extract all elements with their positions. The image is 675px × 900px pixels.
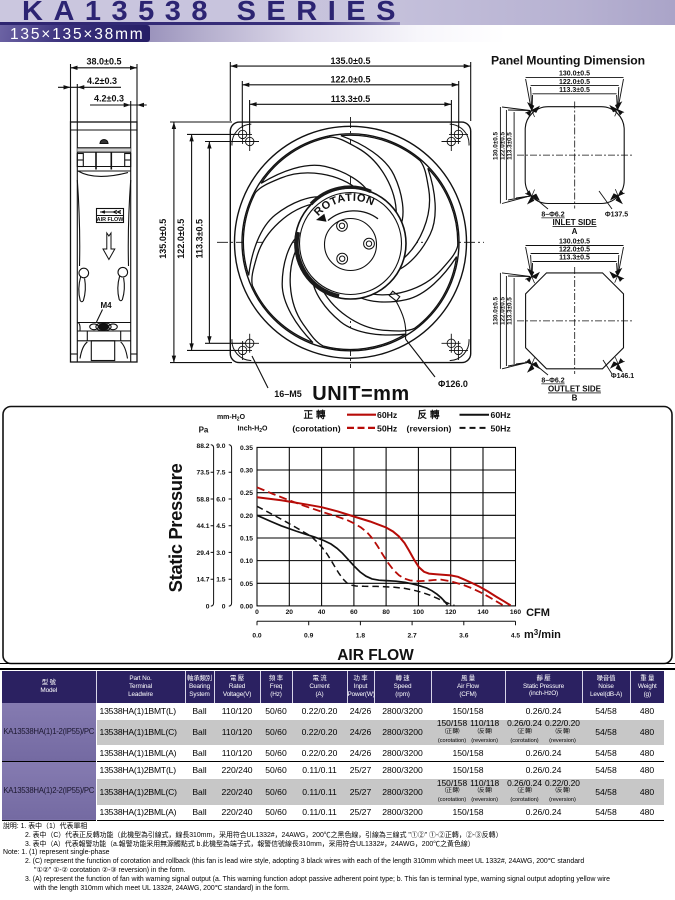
svg-text:Panel Mounting Dimension: Panel Mounting Dimension <box>491 54 645 68</box>
svg-text:50Hz: 50Hz <box>377 424 398 434</box>
svg-text:160: 160 <box>510 609 521 616</box>
svg-text:Φ146.1: Φ146.1 <box>611 373 634 380</box>
svg-text:8–Φ6.2: 8–Φ6.2 <box>541 212 564 219</box>
svg-text:122.0±0.5: 122.0±0.5 <box>499 132 506 160</box>
svg-text:Φ126.0: Φ126.0 <box>438 379 468 389</box>
svg-text:3.0: 3.0 <box>216 550 226 557</box>
svg-text:122.0±0.5: 122.0±0.5 <box>559 79 590 86</box>
svg-text:(corotation): (corotation) <box>292 424 340 434</box>
svg-text:4.5: 4.5 <box>216 523 226 530</box>
svg-text:88.2: 88.2 <box>196 443 209 450</box>
svg-text:130.0±0.5: 130.0±0.5 <box>492 132 499 160</box>
svg-text:2.7: 2.7 <box>407 633 417 640</box>
svg-text:正轉: 正轉 <box>303 409 328 421</box>
svg-text:113.3±0.5: 113.3±0.5 <box>506 132 513 160</box>
svg-text:AIR FLOW: AIR FLOW <box>337 647 414 664</box>
svg-text:130.0±0.5: 130.0±0.5 <box>559 239 590 246</box>
svg-text:73.5: 73.5 <box>196 470 209 477</box>
svg-text:38.0±0.5: 38.0±0.5 <box>87 57 122 67</box>
svg-text:AIR FLOW: AIR FLOW <box>97 217 125 223</box>
svg-text:0.05: 0.05 <box>240 581 253 588</box>
svg-text:7.5: 7.5 <box>216 470 226 477</box>
svg-text:(reversion): (reversion) <box>407 424 452 434</box>
svg-text:INLET SIDE: INLET SIDE <box>552 218 597 227</box>
svg-text:113.3±0.5: 113.3±0.5 <box>506 297 513 325</box>
svg-text:Static Pressure: Static Pressure <box>165 464 186 593</box>
svg-text:反轉: 反轉 <box>417 409 442 421</box>
svg-text:0.15: 0.15 <box>240 536 253 543</box>
svg-text:50Hz: 50Hz <box>491 424 512 434</box>
svg-text:0.00: 0.00 <box>240 603 253 610</box>
svg-text:0.0: 0.0 <box>252 633 262 640</box>
svg-text:0.30: 0.30 <box>240 468 253 475</box>
svg-text:1.8: 1.8 <box>356 633 366 640</box>
svg-text:58.8: 58.8 <box>196 496 209 503</box>
svg-text:1.5: 1.5 <box>216 577 226 584</box>
svg-text:Φ137.5: Φ137.5 <box>605 212 628 219</box>
svg-text:135.0±0.5: 135.0±0.5 <box>158 219 168 259</box>
svg-text:113.3±0.5: 113.3±0.5 <box>331 94 370 104</box>
svg-text:40: 40 <box>318 609 326 616</box>
svg-text:122.0±0.5: 122.0±0.5 <box>559 247 590 254</box>
svg-text:135.0±0.5: 135.0±0.5 <box>331 56 371 66</box>
svg-text:29.4: 29.4 <box>196 550 209 557</box>
svg-text:100: 100 <box>413 609 424 616</box>
svg-text:60Hz: 60Hz <box>377 410 398 420</box>
svg-text:UNIT=mm: UNIT=mm <box>312 383 409 405</box>
svg-text:0.20: 0.20 <box>240 513 253 520</box>
svg-text:0: 0 <box>255 609 259 616</box>
svg-text:113.3±0.5: 113.3±0.5 <box>194 219 204 258</box>
svg-text:60: 60 <box>350 609 358 616</box>
svg-text:80: 80 <box>382 609 390 616</box>
svg-text:122.0±0.5: 122.0±0.5 <box>176 219 186 259</box>
svg-text:Pa: Pa <box>199 426 209 435</box>
svg-text:6.0: 6.0 <box>216 496 226 503</box>
svg-text:20: 20 <box>286 609 294 616</box>
svg-text:60Hz: 60Hz <box>491 410 512 420</box>
svg-text:16–M5: 16–M5 <box>274 389 302 399</box>
svg-text:122.0±0.5: 122.0±0.5 <box>499 297 506 325</box>
svg-text:3.6: 3.6 <box>459 633 469 640</box>
svg-text:140: 140 <box>477 609 488 616</box>
svg-text:0.25: 0.25 <box>240 490 253 497</box>
svg-text:130.0±0.5: 130.0±0.5 <box>492 297 499 325</box>
svg-text:0.35: 0.35 <box>240 445 253 452</box>
svg-text:B: B <box>572 394 578 403</box>
svg-text:Inch-H2O: Inch-H2O <box>237 426 268 435</box>
svg-text:8–Φ6.2: 8–Φ6.2 <box>541 378 564 385</box>
svg-text:0: 0 <box>222 603 226 610</box>
svg-text:4.5: 4.5 <box>511 633 521 640</box>
svg-text:4.2±0.3: 4.2±0.3 <box>87 76 117 86</box>
svg-text:mm-H2O: mm-H2O <box>217 414 246 423</box>
svg-text:A: A <box>572 227 578 236</box>
svg-text:130.0±0.5: 130.0±0.5 <box>559 71 590 78</box>
svg-text:m3/min: m3/min <box>524 628 561 641</box>
svg-text:122.0±0.5: 122.0±0.5 <box>331 75 371 85</box>
svg-text:M4: M4 <box>100 301 112 310</box>
svg-text:0.10: 0.10 <box>240 558 253 565</box>
svg-text:OUTLET SIDE: OUTLET SIDE <box>548 385 602 394</box>
svg-text:0: 0 <box>206 603 210 610</box>
svg-text:9.0: 9.0 <box>216 443 226 450</box>
svg-text:4.2±0.3: 4.2±0.3 <box>94 94 124 104</box>
svg-text:120: 120 <box>445 609 456 616</box>
svg-text:113.3±0.5: 113.3±0.5 <box>559 87 590 94</box>
svg-text:14.7: 14.7 <box>196 577 209 584</box>
svg-text:0.9: 0.9 <box>304 633 314 640</box>
svg-text:44.1: 44.1 <box>196 523 209 530</box>
svg-text:113.3±0.5: 113.3±0.5 <box>559 255 590 262</box>
svg-text:CFM: CFM <box>526 607 550 619</box>
